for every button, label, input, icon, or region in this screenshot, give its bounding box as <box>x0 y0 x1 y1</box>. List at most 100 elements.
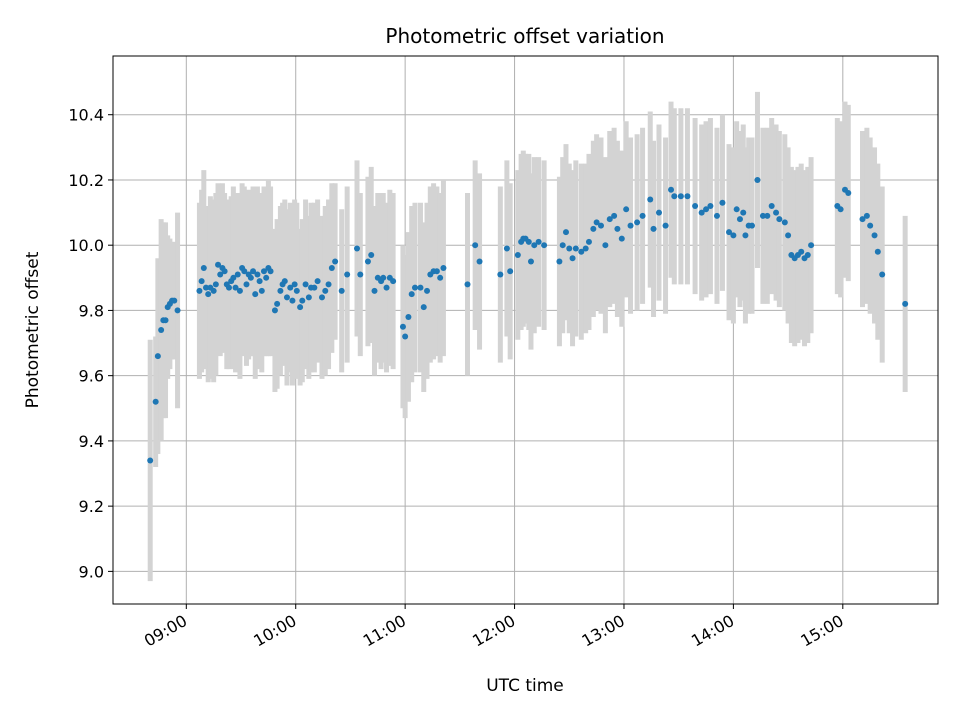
data-point <box>614 225 621 232</box>
data-point <box>357 271 364 278</box>
data-point <box>196 287 203 294</box>
data-point <box>582 245 589 252</box>
data-point <box>364 258 371 265</box>
y-tick-label: 9.8 <box>79 301 104 320</box>
data-point <box>569 255 576 262</box>
data-point <box>507 268 514 275</box>
data-point <box>217 271 224 278</box>
data-point <box>514 251 521 258</box>
data-point <box>221 268 228 275</box>
data-point <box>662 222 669 229</box>
data-point <box>440 265 447 272</box>
data-point <box>684 193 691 200</box>
data-point <box>215 261 222 268</box>
y-tick-label: 9.4 <box>79 432 104 451</box>
x-axis-label: UTC time <box>486 676 564 696</box>
data-point <box>562 229 569 236</box>
data-point <box>593 219 600 226</box>
data-point <box>152 398 159 405</box>
data-point <box>243 281 250 288</box>
data-point <box>200 265 207 272</box>
data-point <box>281 278 288 285</box>
data-point <box>332 258 339 265</box>
data-point <box>302 281 309 288</box>
data-point <box>250 268 257 275</box>
data-point <box>271 307 278 314</box>
data-point <box>602 242 609 249</box>
data-point <box>525 238 532 245</box>
data-point <box>236 287 243 294</box>
data-point <box>719 199 726 206</box>
data-point <box>503 245 510 252</box>
data-point <box>726 229 733 236</box>
data-point <box>655 209 662 216</box>
data-point <box>147 457 154 464</box>
data-point <box>618 235 625 242</box>
data-point <box>203 284 210 291</box>
data-point <box>559 242 566 249</box>
data-point <box>798 248 805 255</box>
data-point <box>299 297 306 304</box>
data-point <box>837 206 844 213</box>
data-point <box>541 242 548 249</box>
data-point <box>325 281 332 288</box>
y-tick-label: 9.6 <box>79 367 104 386</box>
data-point <box>328 265 335 272</box>
data-point <box>260 268 267 275</box>
data-point <box>677 193 684 200</box>
data-point <box>776 216 783 223</box>
data-point <box>730 232 737 239</box>
data-point <box>267 268 274 275</box>
data-point <box>527 258 534 265</box>
data-point <box>287 284 294 291</box>
y-tick-label: 10.0 <box>68 236 104 255</box>
data-point <box>230 274 237 281</box>
data-point <box>639 212 646 219</box>
data-point <box>713 212 720 219</box>
data-point <box>748 222 755 229</box>
data-point <box>785 232 792 239</box>
data-point <box>402 333 409 340</box>
data-point <box>234 271 241 278</box>
data-point <box>867 222 874 229</box>
data-point <box>311 284 318 291</box>
data-point <box>297 304 304 311</box>
data-point <box>274 300 281 307</box>
data-point <box>405 313 412 320</box>
data-point <box>291 281 298 288</box>
data-point <box>241 268 248 275</box>
data-point <box>707 203 714 210</box>
data-point <box>902 300 909 307</box>
data-point <box>232 284 239 291</box>
data-point <box>627 222 634 229</box>
data-point <box>263 274 270 281</box>
data-point <box>390 278 397 285</box>
data-point <box>283 294 290 301</box>
data-point <box>742 232 749 239</box>
data-point <box>759 212 766 219</box>
y-tick-label: 9.0 <box>79 562 104 581</box>
data-point <box>158 327 165 333</box>
data-point <box>572 245 579 252</box>
data-point <box>736 216 743 223</box>
data-point <box>871 232 878 239</box>
data-point <box>289 297 296 304</box>
data-point <box>314 278 321 285</box>
data-point <box>566 245 573 252</box>
data-point <box>733 206 740 213</box>
data-point <box>703 206 710 213</box>
data-point <box>171 297 178 304</box>
data-point <box>597 222 604 229</box>
data-point <box>424 287 431 294</box>
data-point <box>647 196 654 203</box>
data-point <box>634 219 641 226</box>
data-point <box>476 258 483 265</box>
data-point <box>162 317 169 324</box>
data-point <box>859 216 866 223</box>
data-point <box>611 212 618 219</box>
y-tick-label: 10.4 <box>68 106 104 125</box>
data-point <box>433 268 440 275</box>
data-point <box>411 284 418 291</box>
data-point <box>804 251 811 258</box>
plot-frame <box>112 55 939 605</box>
